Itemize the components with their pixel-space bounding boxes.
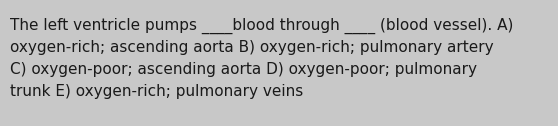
Text: C) oxygen-poor; ascending aorta D) oxygen-poor; pulmonary: C) oxygen-poor; ascending aorta D) oxyge… [10, 62, 477, 77]
Text: The left ventricle pumps ____blood through ____ (blood vessel). A): The left ventricle pumps ____blood throu… [10, 18, 513, 34]
Text: oxygen-rich; ascending aorta B) oxygen-rich; pulmonary artery: oxygen-rich; ascending aorta B) oxygen-r… [10, 40, 494, 55]
Text: trunk E) oxygen-rich; pulmonary veins: trunk E) oxygen-rich; pulmonary veins [10, 84, 303, 99]
